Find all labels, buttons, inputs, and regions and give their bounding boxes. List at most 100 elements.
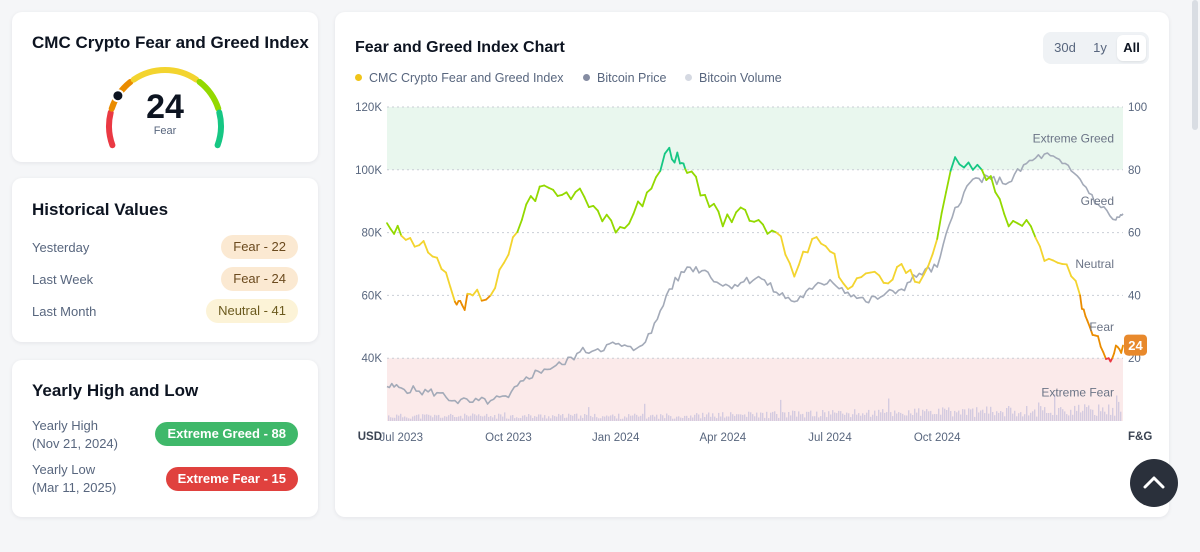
volume-bar [858,413,860,421]
volume-bar [444,416,446,421]
fear-greed-line-segment [659,152,666,172]
volume-bar [722,412,724,421]
volume-bar [864,414,866,421]
volume-bar [714,416,716,421]
volume-bar [982,409,984,421]
volume-bar [768,418,770,421]
historical-label-last-week: Last Week [32,272,94,287]
fear-greed-line-segment [1113,344,1117,355]
fear-greed-line-segment [940,191,947,214]
zone-extreme-fear-band [387,358,1123,421]
volume-bar [918,408,920,421]
fear-greed-line-segment [623,222,631,230]
volume-bar [916,412,918,421]
fear-greed-line-segment [815,236,823,245]
volume-bar [650,415,652,421]
gauge-segment-neutral [130,67,200,83]
volume-bar [674,418,676,421]
volume-bar [560,415,562,421]
volume-bar [552,415,554,421]
volume-bar [1002,412,1004,421]
legend-label-bitcoin-volume: Bitcoin Volume [699,71,782,85]
fear-greed-line-segment [645,187,653,194]
volume-bar [908,410,910,421]
volume-bar [952,416,954,421]
volume-bar [1068,415,1070,421]
fear-greed-line-segment [592,204,599,212]
volume-bar [880,412,882,421]
volume-bar [852,414,854,421]
volume-bar [788,412,790,421]
range-1y-button[interactable]: 1y [1093,40,1107,55]
volume-bar [760,412,762,421]
volume-bar [990,406,992,421]
fear-greed-line-segment [409,237,416,248]
volume-bar [702,412,704,421]
volume-bar [710,416,712,421]
page-scrollbar[interactable] [1192,0,1198,130]
fear-greed-line-segment [525,195,532,206]
volume-bar [392,417,394,421]
volume-bar [638,416,640,421]
volume-bar [494,415,496,421]
fear-greed-line-segment [650,176,657,190]
fear-greed-line-segment [704,193,711,208]
volume-bar [1008,406,1010,421]
volume-bar [840,411,842,421]
volume-bar [712,413,714,421]
volume-bar [572,415,574,421]
fear-greed-line-segment [422,240,429,254]
fear-greed-line-segment [570,191,577,201]
scroll-to-top-button[interactable] [1130,459,1178,507]
volume-bar [1020,412,1022,421]
volume-bar [628,414,630,421]
fear-greed-line-segment [735,206,742,214]
volume-bar [390,417,392,421]
yearly-low-date: (Mar 11, 2025) [32,480,117,495]
volume-bar [646,418,648,421]
fear-greed-chart-card: Extreme Greed Greed Neutral Fear Extreme Fea… [335,12,1169,517]
volume-bar [618,413,620,421]
volume-bar [522,415,524,421]
legend-item-fear-greed[interactable]: CMC Crypto Fear and Greed Index [355,70,564,86]
zone-label-extreme-greed: Extreme Greed [1033,131,1114,145]
volume-bar [1084,404,1086,421]
legend-item-bitcoin-price[interactable]: Bitcoin Price [583,70,666,86]
volume-bar [686,415,688,421]
volume-bar [648,417,650,421]
fear-greed-line-segment [583,196,590,209]
volume-bar [960,414,962,421]
volume-bar [724,417,726,421]
volume-bar [656,414,658,421]
volume-bar [906,415,908,421]
x-tick-label: Oct 2023 [485,432,532,444]
yearly-high-low-card: Yearly High and Low Yearly High (Nov 21,… [12,360,318,517]
fear-greed-line-segment [516,218,523,233]
fear-greed-line-segment [489,287,497,297]
volume-bar [892,416,894,421]
volume-bar [936,414,938,421]
fear-greed-line-segment [726,213,733,224]
volume-bar [512,415,514,421]
volume-bar [658,418,660,421]
zone-label-fear: Fear [1089,320,1114,334]
historical-label-last-month: Last Month [32,304,97,319]
volume-bar [1120,411,1122,421]
range-all-button[interactable]: All [1117,35,1146,61]
volume-bar [822,410,824,421]
volume-bar [958,410,960,421]
volume-bar [1034,409,1036,421]
historical-value-last-month: Neutral - 41 [206,299,298,323]
volume-bar [1062,409,1064,421]
volume-bar [514,418,516,421]
fear-greed-line-segment [954,156,961,166]
chevron-up-icon [1143,476,1165,489]
fear-greed-line-segment [994,191,1001,200]
volume-bar [670,416,672,421]
legend-item-bitcoin-volume[interactable]: Bitcoin Volume [685,70,782,86]
volume-bar [746,416,748,421]
range-30d-button[interactable]: 30d [1054,40,1076,55]
fear-greed-line-segment [574,187,581,194]
volume-bar [540,414,542,421]
fear-greed-line-segment [945,169,952,193]
